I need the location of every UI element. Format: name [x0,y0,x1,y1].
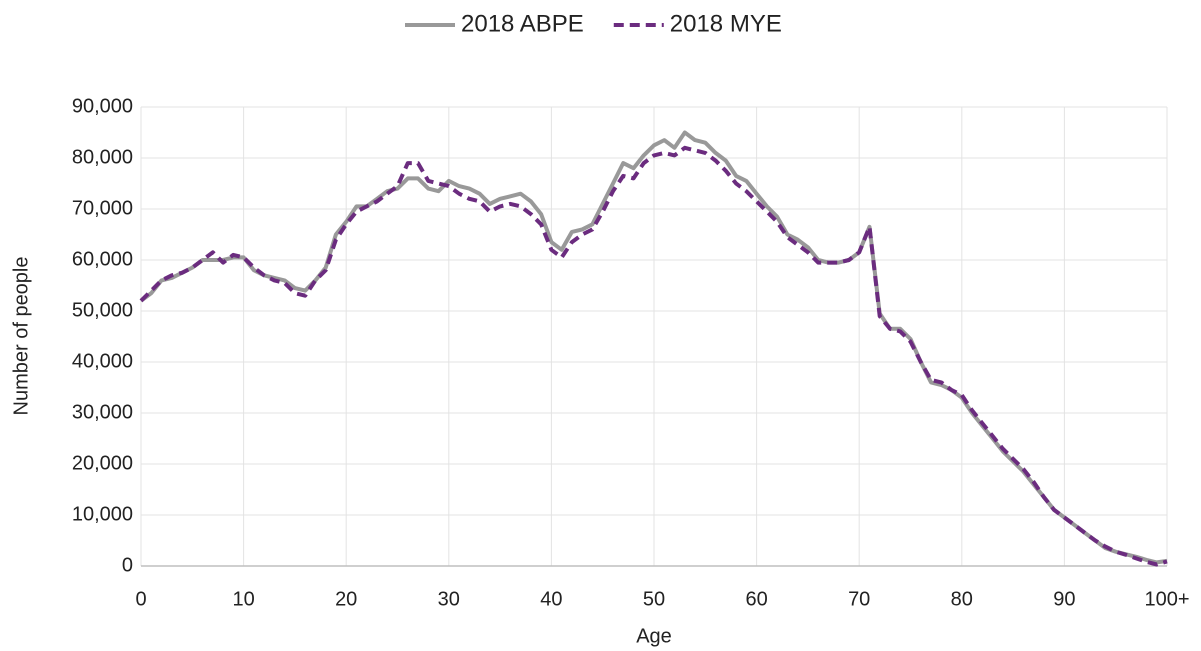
y-axis-label: Number of people [10,257,32,416]
x-tick-label: 20 [335,588,357,610]
y-tick-label: 10,000 [72,503,133,525]
y-tick-label: 40,000 [72,350,133,372]
x-axis-label: Age [636,625,672,647]
x-tick-label: 0 [135,588,146,610]
series-line [139,145,1168,567]
x-tick-label: 50 [643,588,665,610]
y-tick-label: 70,000 [72,197,133,219]
legend-label: 2018 MYE [670,10,782,37]
y-tick-label: 60,000 [72,248,133,270]
x-tick-label: 80 [951,588,973,610]
y-tick-label: 90,000 [72,95,133,117]
x-tick-label: 30 [438,588,460,610]
y-tick-label: 30,000 [72,401,133,423]
x-tick-label: 10 [232,588,254,610]
x-tick-label: 70 [848,588,870,610]
x-tick-label: 100+ [1144,588,1189,610]
x-tick-label: 60 [745,588,767,610]
legend-label: 2018 ABPE [461,10,584,37]
x-tick-label: 90 [1053,588,1075,610]
y-tick-label: 50,000 [72,299,133,321]
y-tick-label: 20,000 [72,452,133,474]
x-tick-label: 40 [540,588,562,610]
y-tick-label: 0 [122,554,133,576]
y-tick-label: 80,000 [72,146,133,168]
